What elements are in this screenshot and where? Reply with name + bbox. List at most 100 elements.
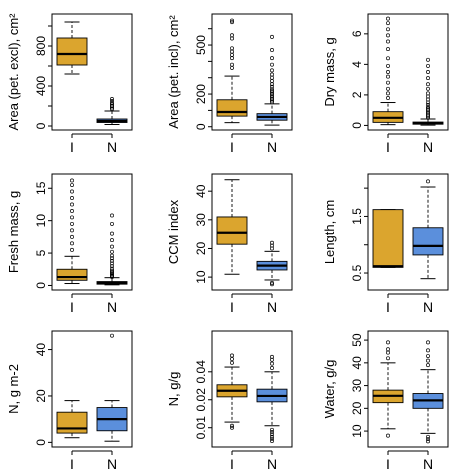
x-tick-label: N <box>267 139 277 155</box>
outlier-point <box>270 430 274 434</box>
outlier-point <box>270 427 274 432</box>
outlier-point <box>386 63 390 68</box>
y-tick-label: 200 <box>194 84 208 104</box>
y-tick-label: 0 <box>350 122 364 129</box>
y-axis-label: Area (pet. incl), cm² <box>166 15 181 129</box>
outlier-point <box>270 75 274 80</box>
y-axis-label: Area (pet. excl), cm² <box>6 13 21 131</box>
outlier-point <box>426 63 430 68</box>
outlier-point <box>270 354 274 359</box>
y-axis-label: Length, cm <box>322 200 337 264</box>
outlier-point <box>270 439 274 443</box>
outlier-point <box>110 253 114 258</box>
y-tick-label: 500 <box>194 35 208 55</box>
outlier-point <box>110 213 114 218</box>
y-tick-label: 20 <box>194 241 208 255</box>
outlier-point <box>426 91 430 96</box>
x-tick-label: I <box>386 299 390 315</box>
outlier-point <box>426 434 430 439</box>
outlier-point <box>110 266 114 271</box>
outlier-point <box>110 244 114 249</box>
outlier-point <box>230 49 234 54</box>
x-tick-label: I <box>386 139 390 155</box>
y-tick-label: 30 <box>194 213 208 227</box>
outlier-point <box>70 183 74 187</box>
box-N <box>256 354 288 443</box>
plot-frame <box>367 13 449 131</box>
outlier-point <box>110 231 114 236</box>
outlier-point <box>270 280 274 285</box>
x-tick-label: I <box>70 456 74 472</box>
outlier-point <box>230 18 234 23</box>
outlier-point <box>386 86 390 91</box>
outlier-point <box>270 432 274 437</box>
outlier-point <box>70 241 74 246</box>
y-tick-label: 0 <box>34 122 48 129</box>
box-I <box>372 209 404 268</box>
outlier-point <box>426 102 430 107</box>
x-tick-label: N <box>267 299 277 315</box>
box-I <box>216 18 248 124</box>
outlier-point <box>386 340 390 345</box>
outlier-point <box>110 256 114 261</box>
outlier-point <box>230 425 234 430</box>
outlier-point <box>270 282 274 287</box>
x-tick-label: I <box>230 456 234 472</box>
outlier-point <box>70 202 74 207</box>
iqr-box <box>412 227 444 256</box>
outlier-point <box>270 56 274 61</box>
iqr-box <box>372 209 404 268</box>
x-tick-label: N <box>107 299 117 315</box>
y-tick-label: 1.5 <box>350 208 364 225</box>
y-tick-label: 0.5 <box>350 264 364 281</box>
y-tick-label: 800 <box>34 36 48 56</box>
outlier-point <box>270 79 274 83</box>
outlier-point <box>270 87 274 92</box>
y-tick-label: 0 <box>34 439 48 446</box>
plot-frame <box>367 330 449 448</box>
y-tick-label: 0 <box>194 123 208 130</box>
outlier-point <box>110 249 114 254</box>
y-axis-label: CCM index <box>166 199 181 264</box>
box-N <box>96 333 128 442</box>
outlier-point <box>386 95 390 100</box>
outlier-point <box>426 348 430 353</box>
outlier-point <box>70 189 74 194</box>
y-tick-label: 30 <box>350 379 364 393</box>
outlier-point <box>110 238 114 243</box>
outlier-point <box>230 353 234 358</box>
outlier-point <box>270 68 274 73</box>
x-tick-label: I <box>230 299 234 315</box>
y-tick-label: 0.04 <box>194 360 208 384</box>
outlier-point <box>426 439 430 444</box>
x-tick-label: I <box>70 299 74 315</box>
x-tick-label: I <box>386 456 390 472</box>
outlier-point <box>110 271 114 276</box>
outlier-point <box>230 360 234 365</box>
x-tick-label: N <box>423 139 433 155</box>
outlier-point <box>110 97 114 101</box>
iqr-box <box>56 268 88 281</box>
chart-panel: 0 400 800 Area (pet. excl), cm² I N <box>6 13 133 155</box>
y-axis-label: Water, g/g <box>322 360 337 419</box>
box-I <box>216 353 248 430</box>
y-tick-label: 2 <box>350 91 364 98</box>
box-N <box>96 97 128 125</box>
outlier-point <box>270 62 274 67</box>
box-N <box>412 57 444 126</box>
outlier-point <box>110 272 114 277</box>
outlier-point <box>426 437 430 441</box>
chart-panel: 0 20 40 N, g m-2 I N <box>6 330 133 472</box>
outlier-point <box>270 366 274 370</box>
outlier-point <box>70 215 74 220</box>
x-tick-label: N <box>107 456 117 472</box>
box-I <box>56 178 88 285</box>
box-N <box>256 34 288 126</box>
box-I <box>372 340 404 438</box>
outlier-point <box>230 423 234 428</box>
y-tick-label: 20 <box>350 401 364 415</box>
outlier-point <box>386 27 390 32</box>
outlier-point <box>230 62 234 67</box>
